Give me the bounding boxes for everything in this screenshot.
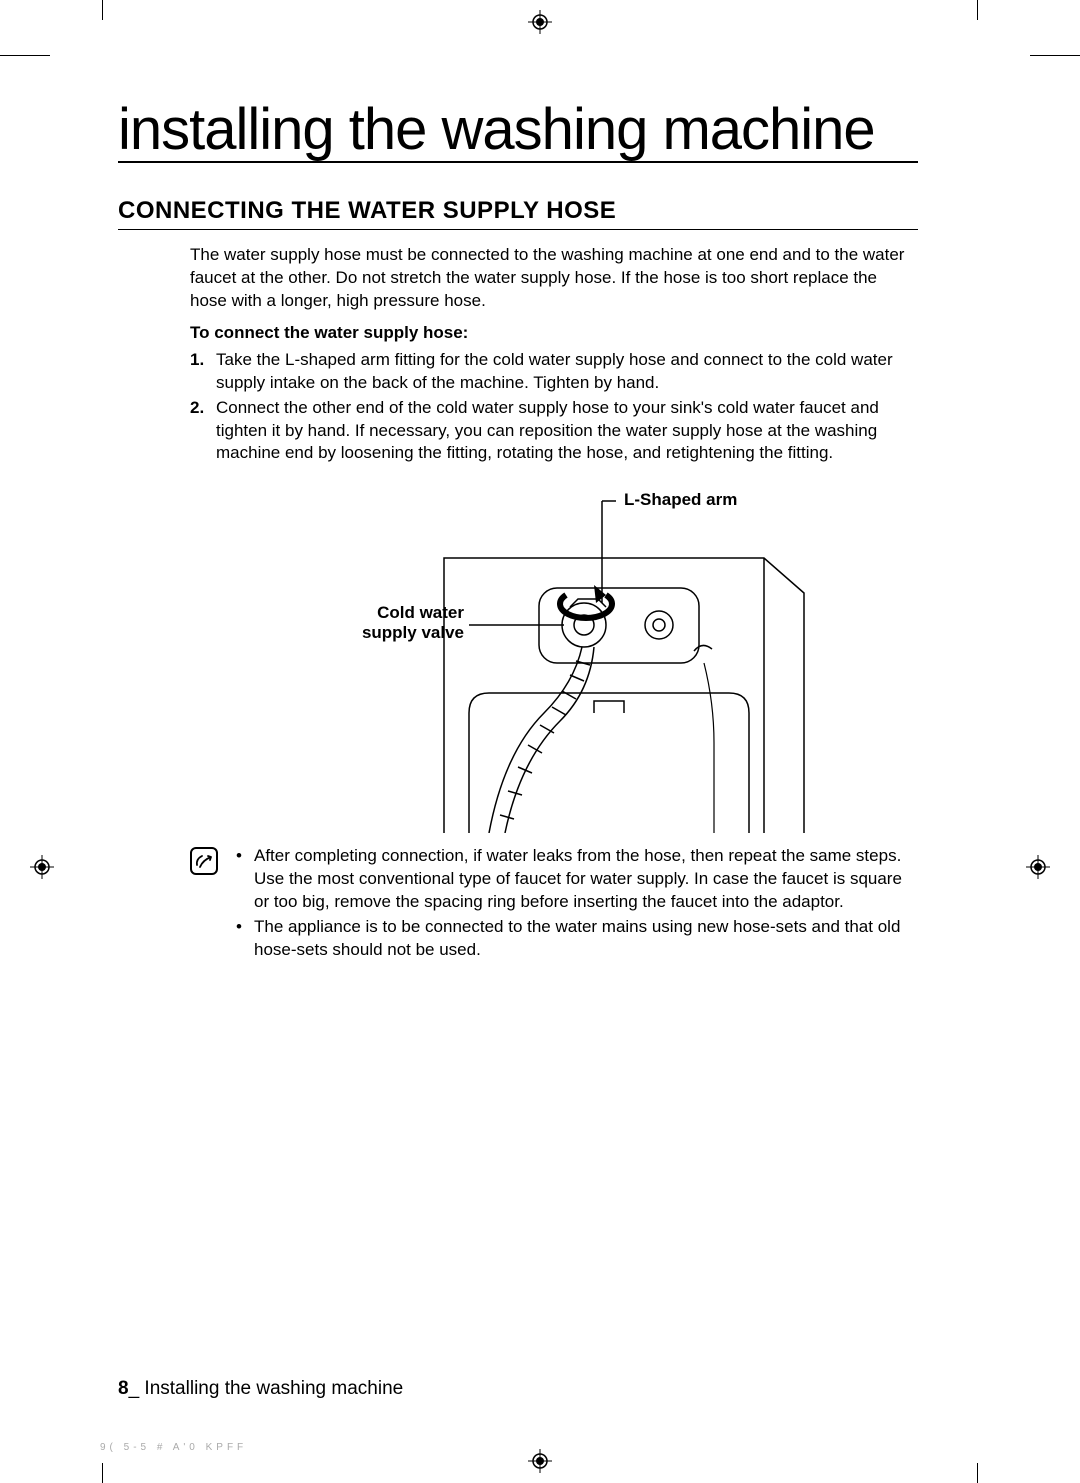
sub-heading: To connect the water supply hose: <box>190 323 918 343</box>
registration-mark-icon <box>528 10 552 34</box>
diagram-label-left-2: supply valve <box>362 623 464 642</box>
registration-mark-icon <box>528 1449 552 1473</box>
list-number: 2. <box>190 397 216 466</box>
note-item: • The appliance is to be connected to th… <box>236 916 918 962</box>
diagram-label-left-1: Cold water <box>377 603 464 622</box>
list-text: Connect the other end of the cold water … <box>216 397 918 466</box>
crop-mark <box>0 55 50 56</box>
diagram: L-Shaped arm Cold water supply valve <box>190 483 918 833</box>
page-number: 8 <box>118 1378 129 1399</box>
registration-mark-icon <box>30 855 54 879</box>
intro-paragraph: The water supply hose must be connected … <box>190 244 918 313</box>
bullet-icon: • <box>236 916 254 962</box>
rotate-arrow-icon <box>560 585 612 618</box>
footer-text: Installing the washing machine <box>139 1378 403 1399</box>
list-number: 1. <box>190 349 216 395</box>
footer-code: 9( 5-5 # A'0 KPFF <box>100 1442 247 1453</box>
crop-mark <box>102 0 103 20</box>
section-title: CONNECTING THE WATER SUPPLY HOSE <box>118 197 918 230</box>
list-item: 2. Connect the other end of the cold wat… <box>190 397 918 466</box>
diagram-label-top: L-Shaped arm <box>624 490 737 509</box>
chapter-title: installing the washing machine <box>118 100 918 163</box>
page-content: installing the washing machine CONNECTIN… <box>118 100 918 964</box>
note-text: After completing connection, if water le… <box>254 845 918 914</box>
crop-mark <box>977 1463 978 1483</box>
registration-mark-icon <box>1026 855 1050 879</box>
bullet-icon: • <box>236 845 254 914</box>
note-item: • After completing connection, if water … <box>236 845 918 914</box>
crop-mark <box>102 1463 103 1483</box>
footer-sep: _ <box>129 1378 140 1399</box>
list-text: Take the L-shaped arm fitting for the co… <box>216 349 918 395</box>
crop-mark <box>1030 55 1080 56</box>
body-block: The water supply hose must be connected … <box>190 244 918 466</box>
crop-mark <box>977 0 978 20</box>
page-footer: 8_ Installing the washing machine <box>118 1378 403 1400</box>
note-text: The appliance is to be connected to the … <box>254 916 918 962</box>
note-list: • After completing connection, if water … <box>236 845 918 964</box>
note-block: • After completing connection, if water … <box>190 845 918 964</box>
ordered-list: 1. Take the L-shaped arm fitting for the… <box>190 349 918 466</box>
note-icon <box>190 847 218 875</box>
list-item: 1. Take the L-shaped arm fitting for the… <box>190 349 918 395</box>
